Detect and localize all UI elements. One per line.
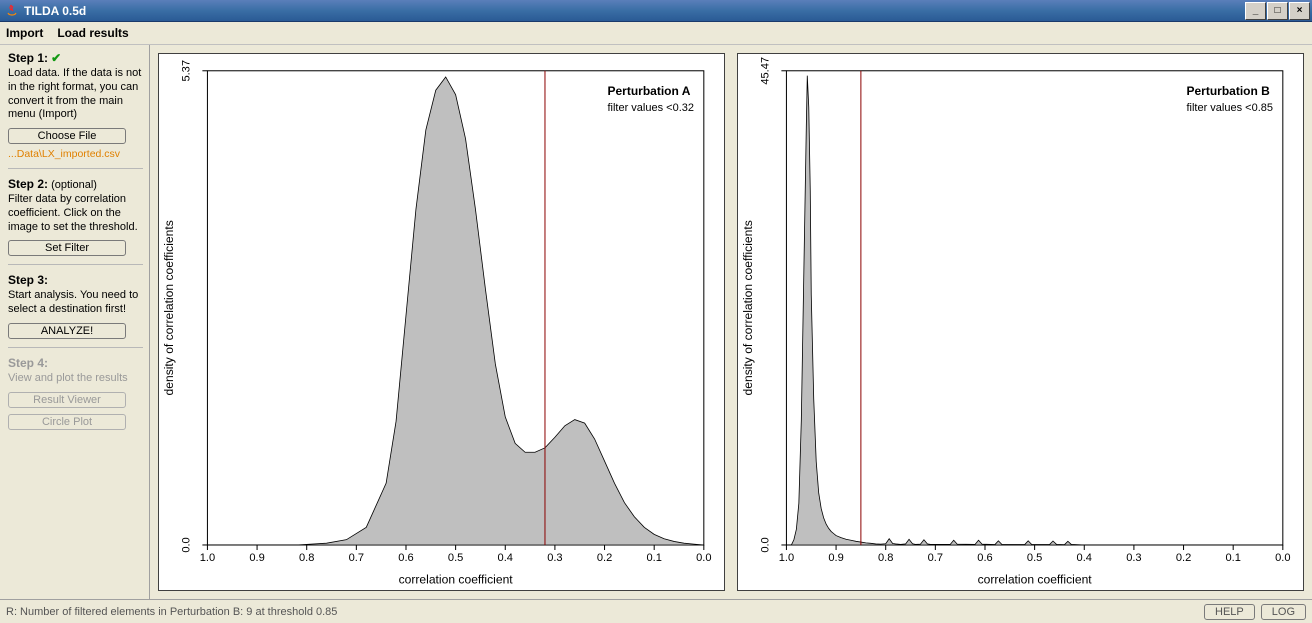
svg-text:correlation coefficient: correlation coefficient [978, 572, 1093, 586]
svg-text:0.0: 0.0 [759, 537, 771, 552]
log-button[interactable]: LOG [1261, 604, 1306, 620]
minimize-button[interactable]: _ [1245, 2, 1266, 20]
java-icon [4, 3, 20, 19]
titlebar: TILDA 0.5d _ □ × [0, 0, 1312, 22]
close-icon: × [1297, 5, 1303, 16]
svg-text:45.47: 45.47 [759, 57, 771, 85]
step3-desc: Start analysis. You need to select a des… [8, 289, 143, 317]
menu-load-results[interactable]: Load results [57, 26, 128, 40]
step3: Step 3: Start analysis. You need to sele… [8, 273, 143, 348]
chart-b-annotation: Perturbation B filter values <0.85 [1186, 84, 1273, 114]
step1-title-row: Step 1: ✔ [8, 51, 143, 65]
window-controls: _ □ × [1244, 2, 1310, 20]
step2-title-row: Step 2: (optional) [8, 177, 143, 191]
step2: Step 2: (optional) Filter data by correl… [8, 177, 143, 265]
step4-title: Step 4: [8, 356, 143, 370]
sidebar: Step 1: ✔ Load data. If the data is not … [0, 45, 150, 599]
help-button[interactable]: HELP [1204, 604, 1255, 620]
circle-plot-button[interactable]: Circle Plot [8, 414, 126, 430]
svg-text:0.8: 0.8 [299, 552, 314, 564]
set-filter-button[interactable]: Set Filter [8, 240, 126, 256]
svg-text:0.2: 0.2 [597, 552, 612, 564]
svg-text:0.0: 0.0 [696, 552, 711, 564]
svg-text:0.0: 0.0 [1275, 552, 1290, 564]
svg-text:1.0: 1.0 [200, 552, 215, 564]
svg-text:0.0: 0.0 [180, 537, 192, 552]
chart-b-title: Perturbation B [1186, 84, 1273, 98]
svg-text:0.3: 0.3 [1126, 552, 1141, 564]
svg-text:0.9: 0.9 [828, 552, 843, 564]
svg-text:0.1: 0.1 [1225, 552, 1240, 564]
step2-title: Step 2: [8, 177, 48, 191]
chart-perturbation-b[interactable]: 1.0 0.9 0.8 0.7 0.6 0.5 0.4 0.3 0.2 0.1 0.0 0.0 45.4… [737, 53, 1304, 591]
chart-b-filter-label: filter values <0.85 [1186, 102, 1273, 114]
svg-text:1.0: 1.0 [779, 552, 794, 564]
svg-text:0.7: 0.7 [928, 552, 943, 564]
maximize-button[interactable]: □ [1267, 2, 1288, 20]
step1-desc: Load data. If the data is not in the rig… [8, 67, 143, 122]
chart-a-filter-label: filter values <0.32 [607, 102, 694, 114]
main-content: Step 1: ✔ Load data. If the data is not … [0, 44, 1312, 599]
svg-text:density of correlation coeffic: density of correlation coefficients [741, 220, 755, 395]
loaded-file-path: ...Data\LX_imported.csv [8, 148, 143, 160]
chart-a-title: Perturbation A [607, 84, 694, 98]
statusbar: R: Number of filtered elements in Pertur… [0, 599, 1312, 623]
step1-title: Step 1: [8, 51, 48, 65]
analyze-button[interactable]: ANALYZE! [8, 323, 126, 339]
choose-file-button[interactable]: Choose File [8, 128, 126, 144]
menubar: Import Load results [0, 22, 1312, 44]
svg-text:5.37: 5.37 [180, 60, 192, 82]
svg-text:0.4: 0.4 [498, 552, 513, 564]
chart-area: 1.0 0.9 0.8 0.7 0.6 0.5 0.4 0.3 0.2 0.1 0.0 0.0 5.37… [150, 45, 1312, 599]
chart-a-annotation: Perturbation A filter values <0.32 [607, 84, 694, 114]
svg-text:0.3: 0.3 [547, 552, 562, 564]
svg-text:0.8: 0.8 [878, 552, 893, 564]
svg-text:0.5: 0.5 [448, 552, 463, 564]
svg-text:0.6: 0.6 [977, 552, 992, 564]
check-icon: ✔ [51, 51, 61, 65]
svg-text:density of correlation coeffic: density of correlation coefficients [162, 220, 176, 395]
svg-text:0.5: 0.5 [1027, 552, 1042, 564]
svg-text:0.7: 0.7 [349, 552, 364, 564]
svg-text:0.1: 0.1 [646, 552, 661, 564]
maximize-icon: □ [1274, 5, 1280, 16]
step3-title: Step 3: [8, 273, 143, 287]
step2-optional: (optional) [51, 179, 97, 191]
minimize-icon: _ [1253, 5, 1259, 16]
svg-text:0.2: 0.2 [1176, 552, 1191, 564]
svg-text:0.9: 0.9 [249, 552, 264, 564]
menu-import[interactable]: Import [6, 26, 43, 40]
chart-perturbation-a[interactable]: 1.0 0.9 0.8 0.7 0.6 0.5 0.4 0.3 0.2 0.1 0.0 0.0 5.37… [158, 53, 725, 591]
step4: Step 4: View and plot the results Result… [8, 356, 143, 438]
window-title: TILDA 0.5d [24, 4, 86, 18]
step4-desc: View and plot the results [8, 372, 143, 386]
status-text: R: Number of filtered elements in Pertur… [6, 606, 337, 618]
svg-text:0.6: 0.6 [398, 552, 413, 564]
step1: Step 1: ✔ Load data. If the data is not … [8, 51, 143, 169]
svg-text:0.4: 0.4 [1077, 552, 1092, 564]
step2-desc: Filter data by correlation coefficient. … [8, 193, 143, 234]
close-button[interactable]: × [1289, 2, 1310, 20]
result-viewer-button[interactable]: Result Viewer [8, 392, 126, 408]
svg-text:correlation coefficient: correlation coefficient [399, 572, 514, 586]
